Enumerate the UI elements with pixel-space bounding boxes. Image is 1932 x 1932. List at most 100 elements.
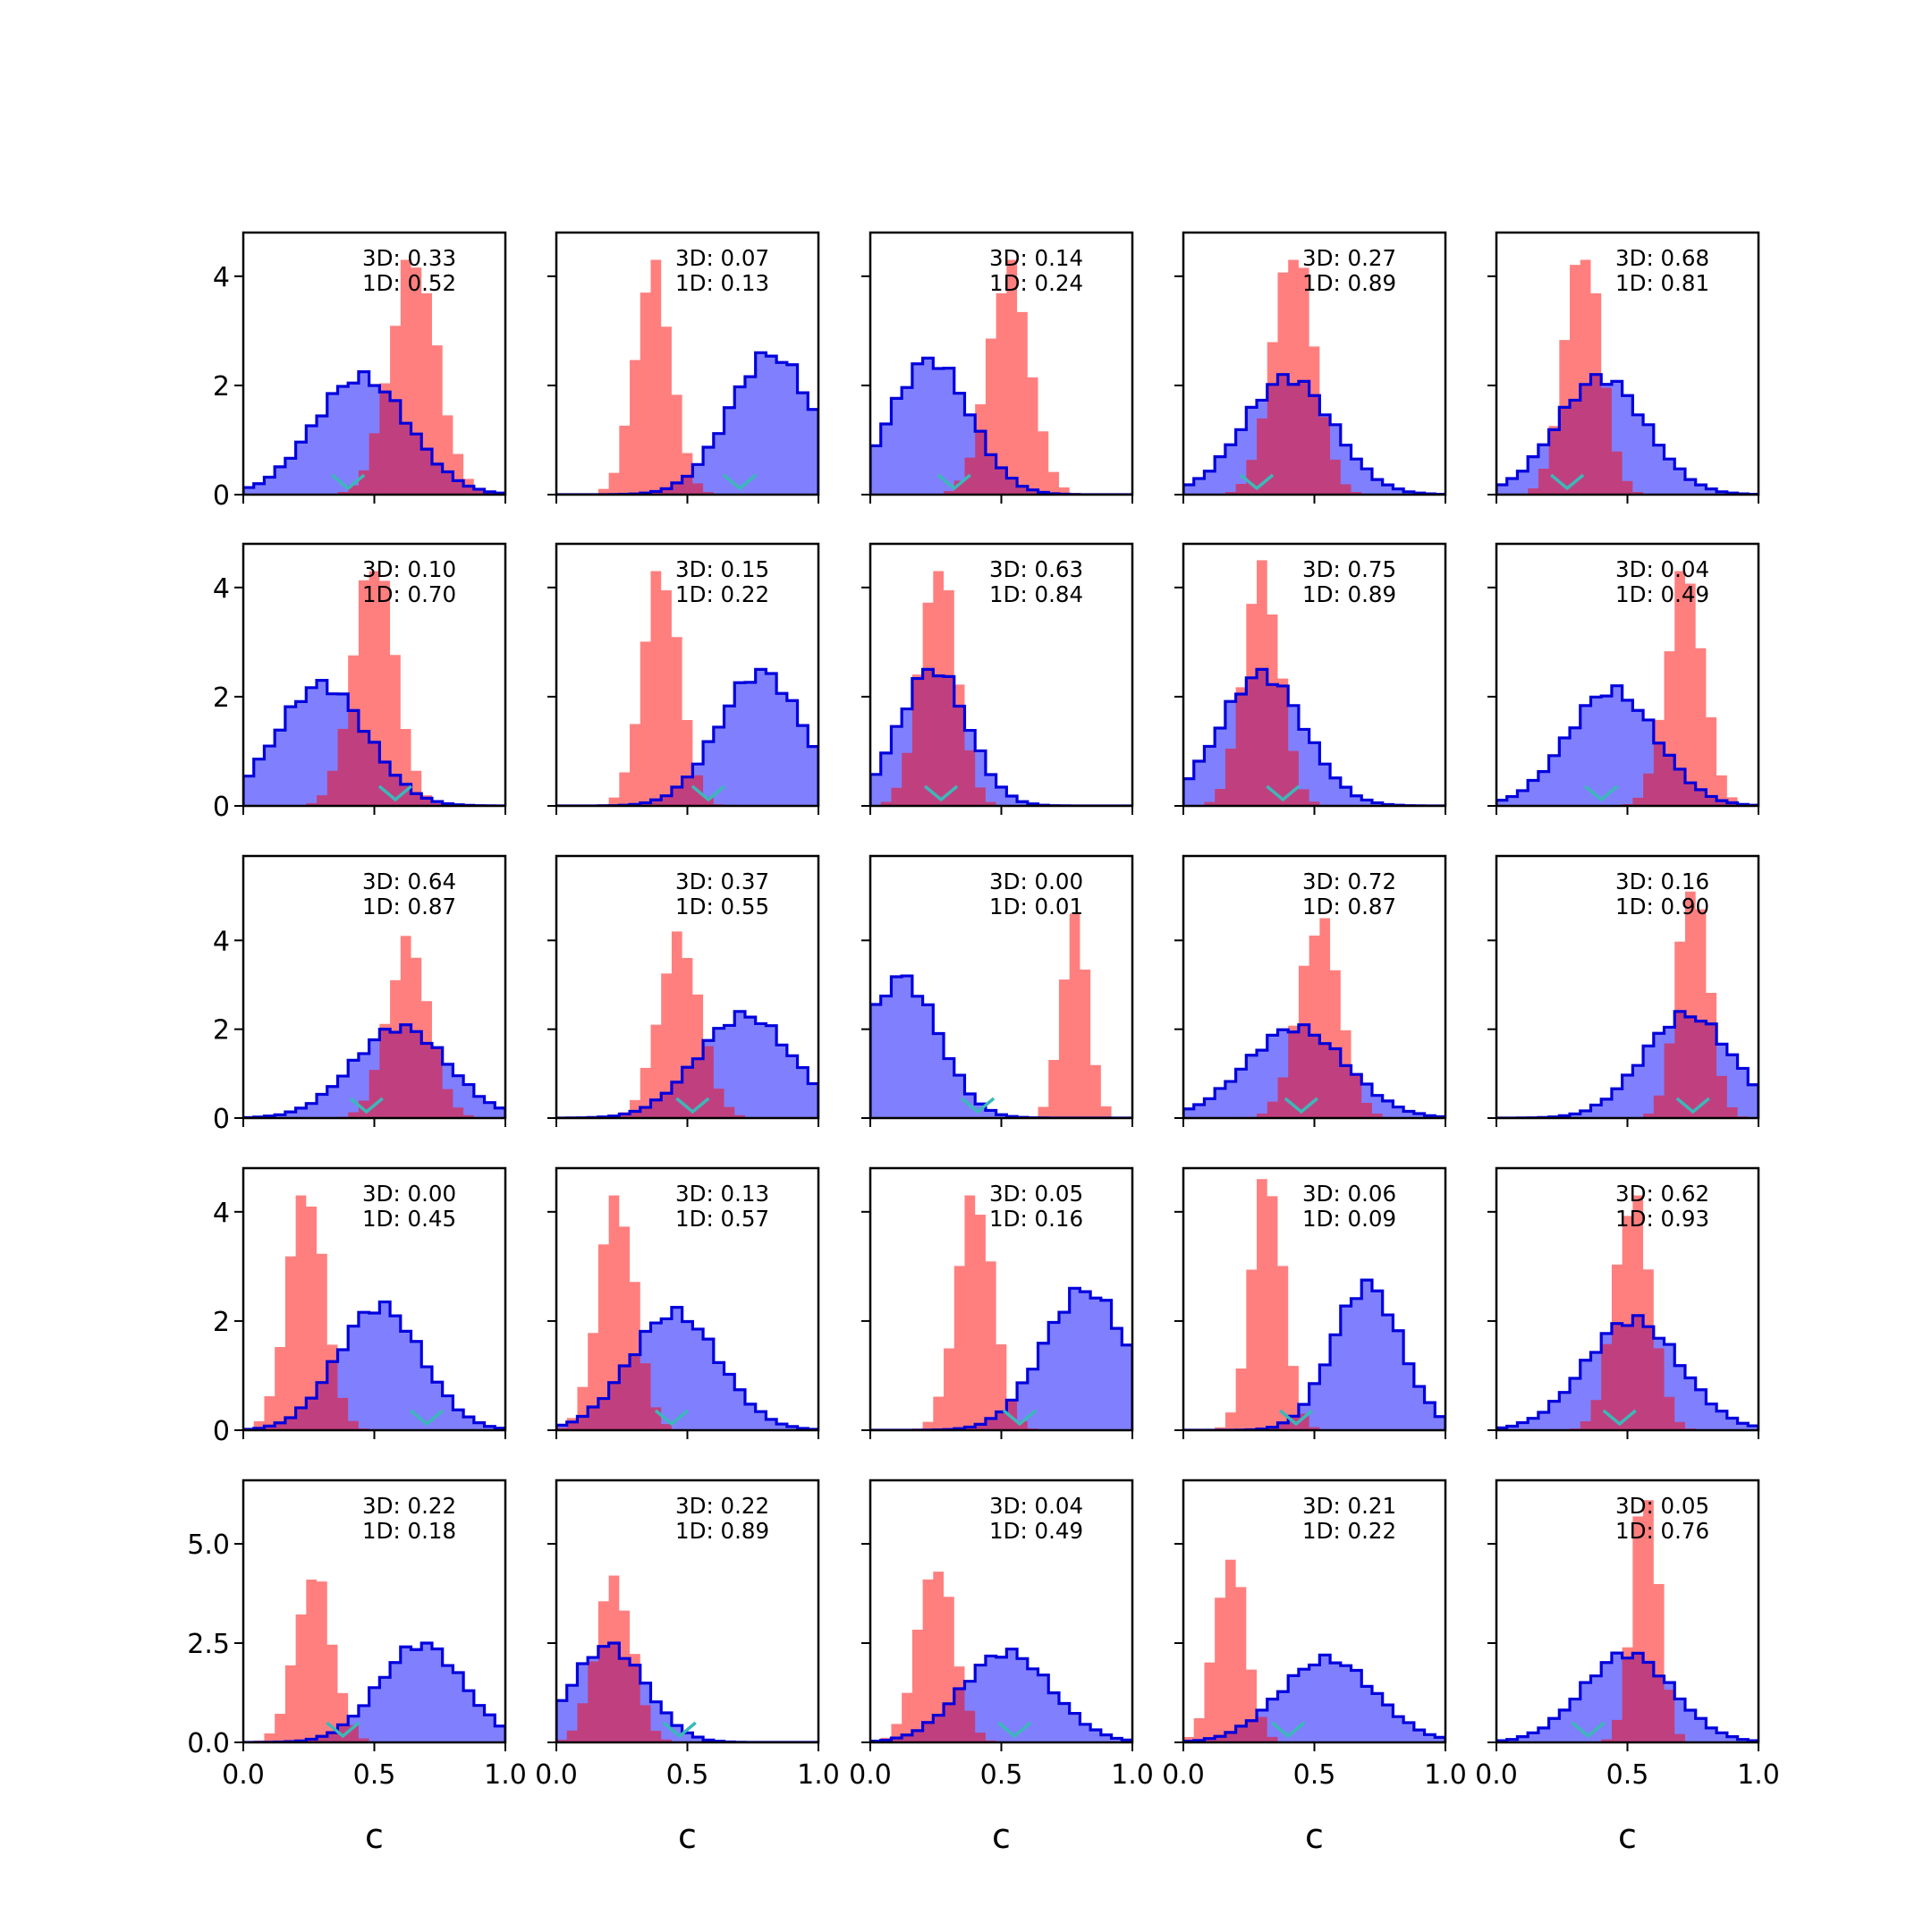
marker-chevron — [1278, 1409, 1314, 1427]
red-histogram-fill — [243, 1579, 505, 1742]
blue-histogram-fill — [556, 1011, 818, 1118]
x-axis-label: c — [1305, 1817, 1324, 1856]
marker-chevron — [675, 1097, 710, 1114]
blue-histogram-fill — [1496, 685, 1758, 806]
y-tick-label: 4 — [213, 262, 230, 293]
y-tick-label: 2 — [213, 1307, 230, 1338]
annot-3d: 3D: 0.72 — [1302, 869, 1396, 894]
blue-histogram-fill — [1183, 1655, 1445, 1742]
annot-3d: 3D: 0.05 — [1615, 1493, 1709, 1519]
plot-area — [556, 1195, 818, 1430]
annot-3d: 3D: 0.21 — [1302, 1493, 1396, 1519]
red-histogram-fill — [243, 1195, 505, 1430]
annot-1d: 1D: 0.49 — [989, 1518, 1083, 1544]
marker-chevron — [1571, 1721, 1606, 1739]
blue-histogram-edge — [1496, 373, 1758, 495]
annot-1d: 1D: 0.57 — [675, 1206, 769, 1232]
blue-histogram-edge — [1183, 373, 1445, 495]
annot-1d: 1D: 0.87 — [1302, 894, 1396, 919]
plot-area — [1496, 571, 1758, 806]
blue-histogram-edge — [1183, 1653, 1445, 1742]
x-tick-label: 0.5 — [1606, 1759, 1649, 1791]
blue-histogram-edge — [1496, 1651, 1758, 1742]
x-tick-label: 1.0 — [1737, 1759, 1780, 1791]
marker-chevron — [1002, 1409, 1038, 1427]
red-histogram-fill — [243, 259, 505, 495]
annot-3d: 3D: 0.27 — [1302, 245, 1396, 271]
red-histogram-fill — [870, 571, 1132, 806]
red-histogram-fill — [870, 1195, 1132, 1430]
annot-1d: 1D: 0.93 — [1615, 1206, 1709, 1232]
y-tick-label: 4 — [213, 1198, 230, 1229]
annot-1d: 1D: 0.89 — [1302, 581, 1396, 607]
plot-area — [1496, 1195, 1758, 1430]
red-histogram-fill — [556, 1195, 818, 1430]
red-histogram-fill — [1183, 1559, 1445, 1742]
annot-3d: 3D: 0.22 — [675, 1493, 769, 1519]
red-histogram-fill — [870, 913, 1132, 1118]
x-tick-label: 0.0 — [222, 1759, 265, 1791]
blue-histogram-fill — [556, 352, 818, 495]
y-tick-label: 2 — [213, 371, 230, 402]
plot-area — [243, 1195, 505, 1430]
red-histogram-fill — [556, 571, 818, 806]
red-histogram-fill — [1496, 1500, 1758, 1742]
annot-1d: 1D: 0.81 — [1615, 270, 1709, 296]
blue-histogram-edge — [1496, 684, 1758, 806]
marker-chevron — [936, 473, 971, 491]
blue-histogram-fill — [556, 669, 818, 806]
marker-chevron — [1239, 473, 1275, 491]
red-histogram-fill — [870, 259, 1132, 495]
x-tick-label: 0.0 — [1475, 1759, 1518, 1791]
annot-3d: 3D: 0.05 — [989, 1181, 1083, 1207]
annot-3d: 3D: 0.15 — [675, 556, 769, 582]
annot-1d: 1D: 0.90 — [1615, 894, 1709, 919]
annot-3d: 3D: 0.33 — [362, 245, 456, 271]
plot-area — [1496, 259, 1758, 495]
blue-histogram-edge — [870, 1648, 1132, 1742]
marker-chevron — [326, 1721, 360, 1739]
y-tick-label: 0.0 — [187, 1728, 230, 1759]
marker-chevron — [961, 1097, 996, 1114]
y-tick-label: 0 — [213, 1104, 230, 1135]
annot-1d: 1D: 0.45 — [362, 1206, 456, 1232]
y-tick-label: 5.0 — [187, 1530, 230, 1561]
blue-histogram-fill — [870, 1288, 1132, 1430]
annot-3d: 3D: 0.13 — [675, 1181, 769, 1207]
x-tick-label: 0.5 — [1293, 1759, 1336, 1791]
annot-1d: 1D: 0.01 — [989, 894, 1083, 919]
y-tick-label: 2 — [213, 682, 230, 714]
red-histogram-fill — [870, 1572, 1132, 1742]
annot-1d: 1D: 0.49 — [1615, 581, 1709, 607]
x-axis-label: c — [1618, 1817, 1637, 1856]
blue-histogram-edge — [243, 1300, 505, 1430]
annot-1d: 1D: 0.24 — [989, 270, 1083, 296]
blue-histogram-edge — [556, 1306, 818, 1430]
x-tick-label: 0.5 — [980, 1759, 1023, 1791]
y-tick-label: 0 — [213, 1416, 230, 1447]
plot-area — [870, 1572, 1132, 1742]
blue-histogram-edge — [243, 1023, 505, 1118]
marker-chevron — [1602, 1409, 1637, 1427]
blue-histogram-fill — [243, 1643, 505, 1742]
marker-chevron — [654, 1409, 690, 1427]
blue-histogram-edge — [1183, 1023, 1445, 1118]
marker-chevron — [1284, 1097, 1318, 1114]
red-histogram-fill — [1183, 560, 1445, 806]
blue-histogram-edge — [1496, 1314, 1758, 1430]
